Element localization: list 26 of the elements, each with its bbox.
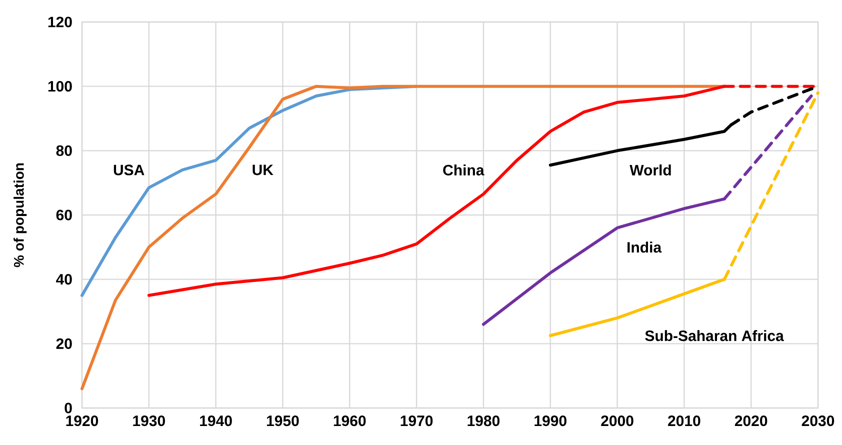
series-label: World xyxy=(630,164,671,176)
x-tick-label: 1930 xyxy=(133,416,165,426)
series-label: China xyxy=(443,164,484,176)
y-tick-label: 60 xyxy=(56,210,72,220)
x-tick-label: 2010 xyxy=(668,416,700,426)
x-tick-label: 1920 xyxy=(66,416,98,426)
x-tick-label: 2000 xyxy=(601,416,634,426)
y-tick-label: 20 xyxy=(56,338,72,349)
series-label: UK xyxy=(252,164,274,176)
y-tick-label: 80 xyxy=(56,145,72,156)
series-label: USA xyxy=(114,164,144,176)
x-tick-label: 1940 xyxy=(200,416,232,426)
x-tick-label: 1950 xyxy=(266,416,299,426)
series-label: Sub-Saharan Africa xyxy=(645,330,784,342)
x-tick-label: 1960 xyxy=(334,416,366,426)
y-axis-title: % of population xyxy=(14,163,27,268)
y-tick-label: 120 xyxy=(48,16,72,28)
y-tick-label: 0 xyxy=(64,402,72,414)
series-label: India xyxy=(628,242,662,253)
x-tick-label: 2020 xyxy=(734,416,768,426)
y-tick-label: 40 xyxy=(56,274,72,285)
y-tick-label: 100 xyxy=(48,81,72,92)
x-tick-label: 1980 xyxy=(468,416,500,426)
x-tick-label: 1990 xyxy=(534,416,566,426)
x-tick-label: 2030 xyxy=(802,416,834,426)
x-tick-label: 1970 xyxy=(400,416,433,426)
